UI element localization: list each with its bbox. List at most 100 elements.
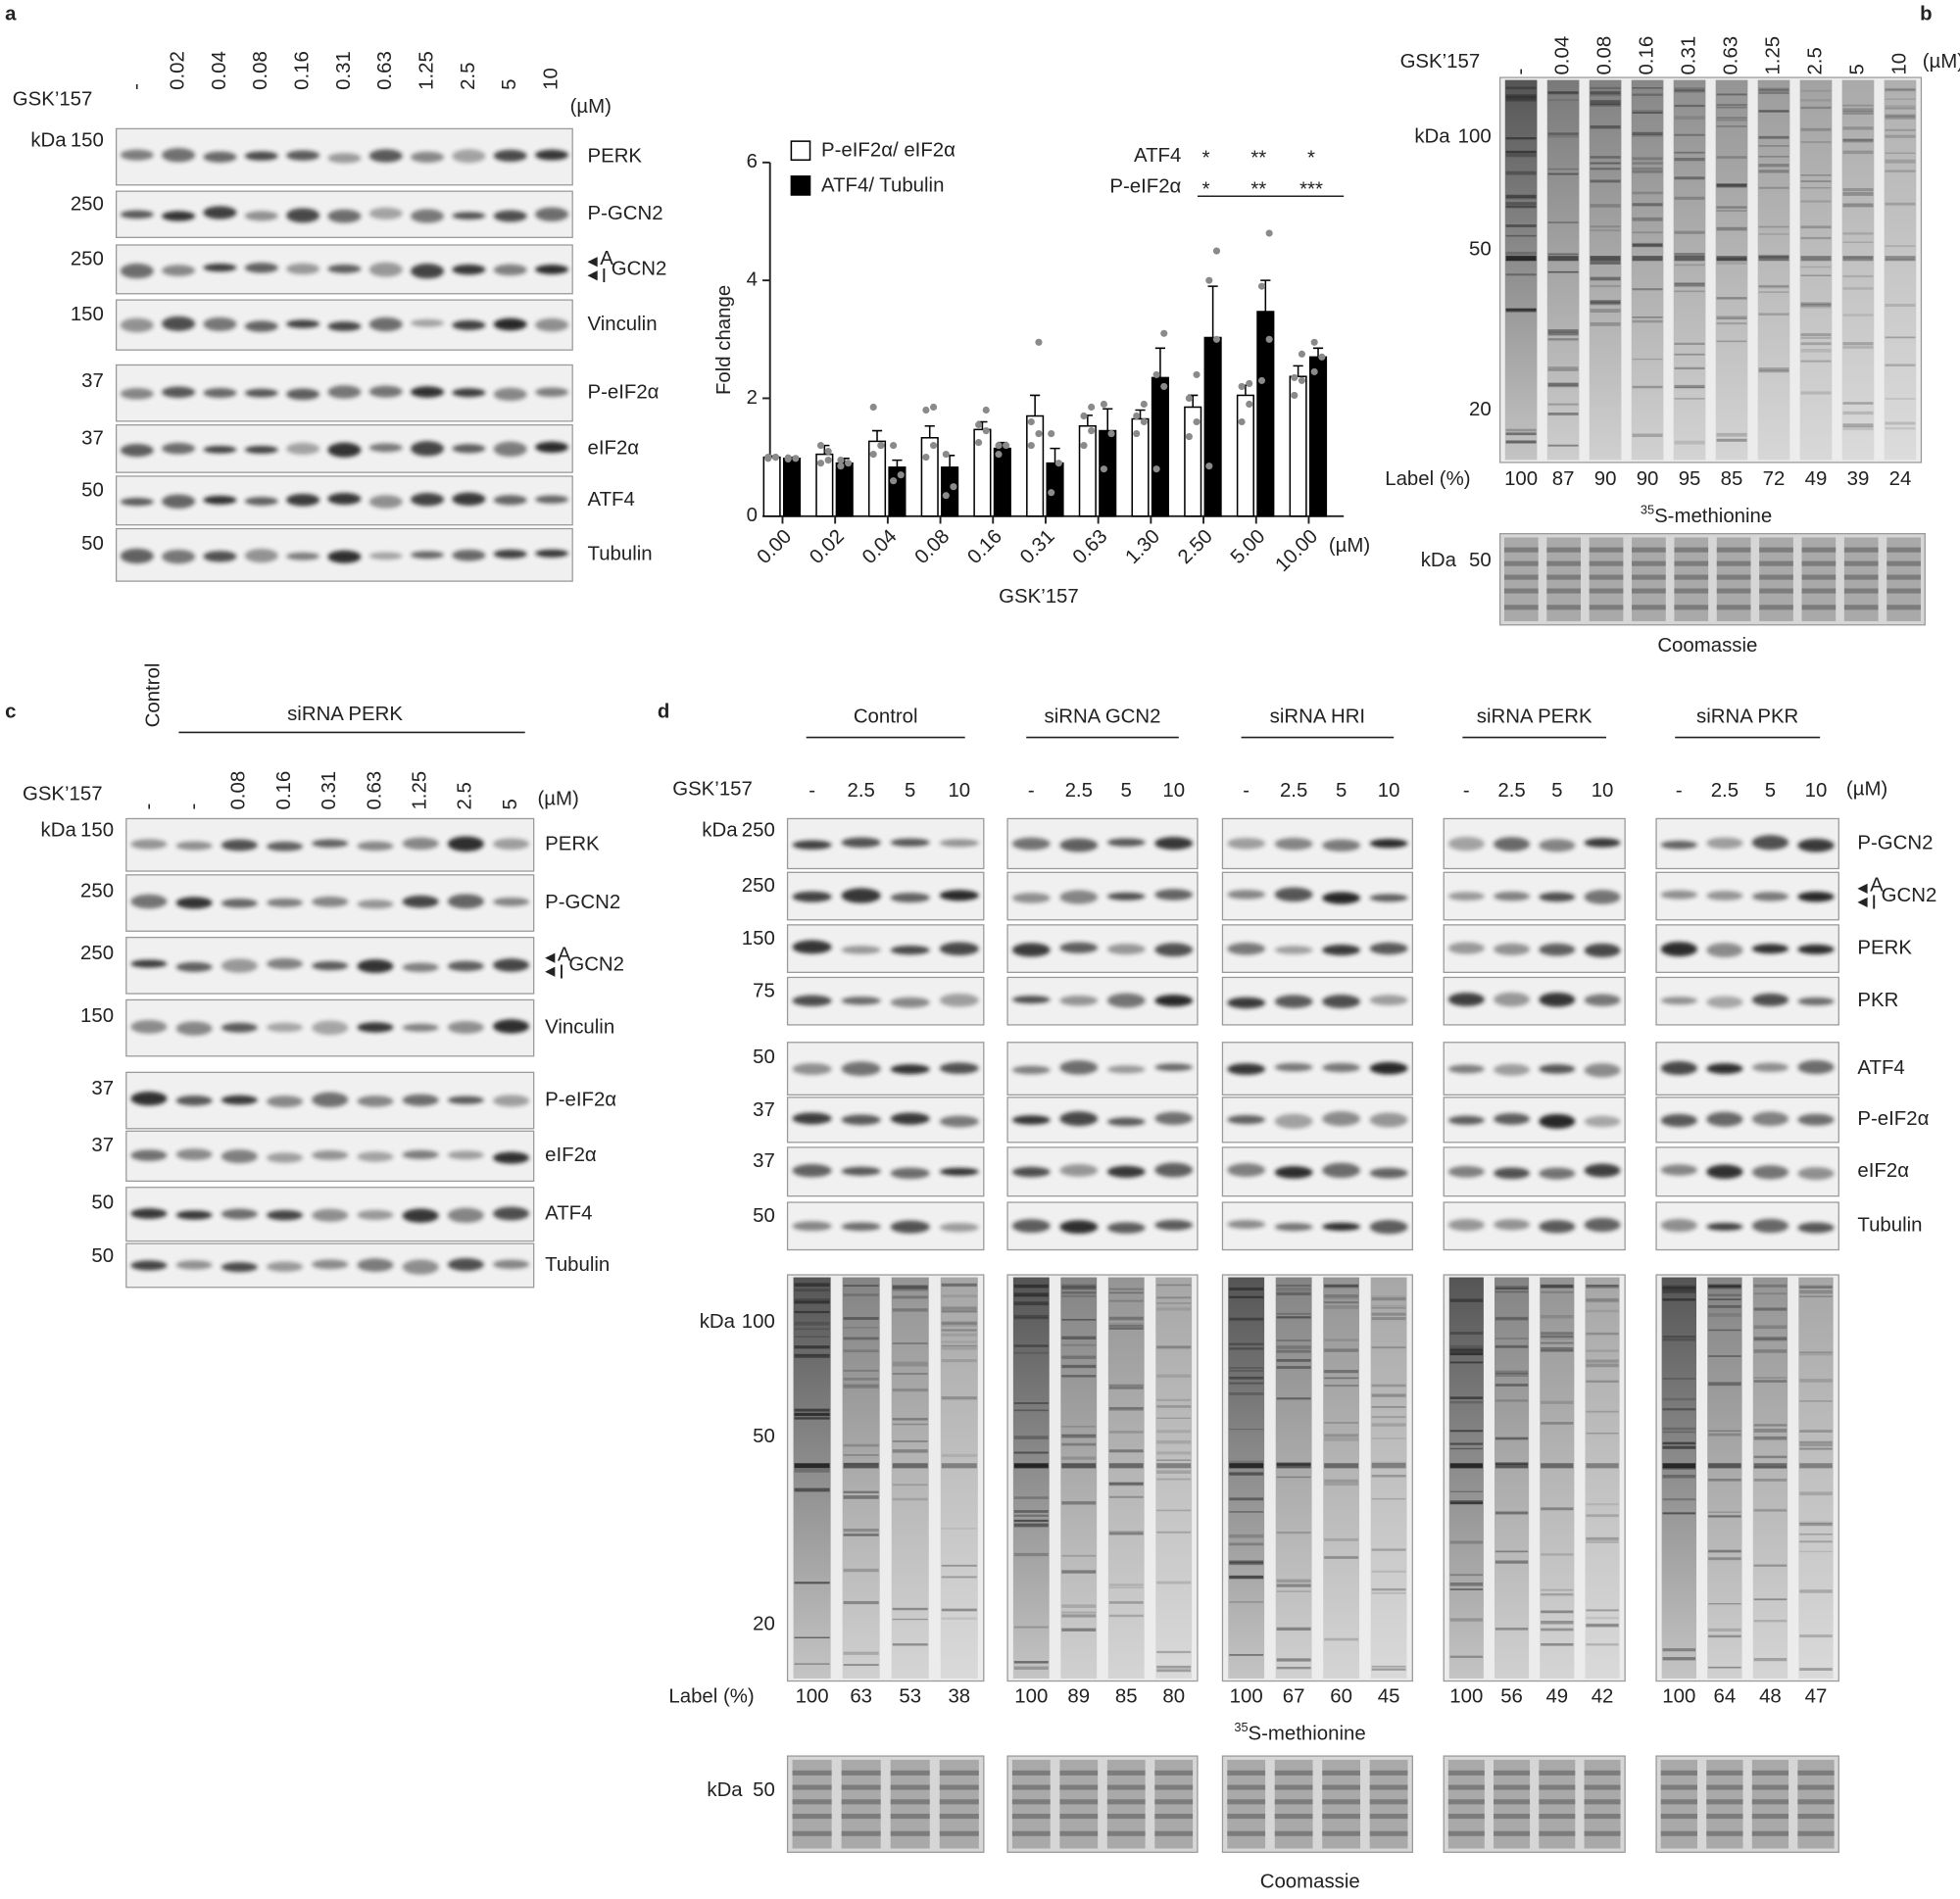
gel-lane: [1370, 1277, 1407, 1680]
stain-band: [1797, 1784, 1835, 1790]
data-point: [897, 471, 905, 479]
stain-band: [1706, 1770, 1743, 1776]
band: [1059, 890, 1099, 904]
marker: 37: [91, 1078, 114, 1099]
band: [1322, 839, 1361, 852]
panel-letter: b: [1920, 4, 1932, 25]
band: [368, 149, 403, 163]
stain-band: [1751, 1799, 1789, 1805]
data-point: [816, 460, 825, 467]
stain-band: [1797, 1830, 1835, 1836]
data-point: [1291, 391, 1298, 400]
data-point: [922, 406, 930, 414]
marker: 37: [753, 1099, 775, 1121]
band: [130, 839, 168, 850]
stain-band: [1716, 560, 1751, 566]
gel-lane: [1884, 79, 1917, 461]
band: [493, 897, 530, 906]
arrowhead: [545, 966, 556, 977]
error-bar: [1260, 279, 1271, 313]
stain-band: [1494, 1814, 1531, 1820]
stain-band: [841, 1784, 881, 1790]
stain-band: [1632, 560, 1666, 566]
form-label: I: [1871, 893, 1877, 914]
band: [1751, 1165, 1789, 1180]
marker: 50: [753, 1047, 775, 1068]
legend-swatch: [790, 175, 811, 196]
band: [1369, 839, 1408, 849]
stain-band: [841, 1830, 881, 1836]
stain-band: [1584, 1784, 1621, 1790]
marker: 20: [1469, 399, 1492, 420]
data-point: [1205, 463, 1213, 470]
label-value: 53: [899, 1686, 921, 1708]
band: [493, 441, 527, 457]
band: [792, 1112, 832, 1125]
band: [1584, 890, 1621, 904]
band: [220, 1022, 258, 1033]
group-title: Control: [854, 706, 918, 728]
error-bar: [1030, 394, 1041, 416]
band: [162, 265, 196, 276]
band: [402, 962, 439, 972]
band: [939, 942, 979, 955]
bar: [1256, 311, 1275, 517]
band: [1106, 1065, 1146, 1074]
data-point: [844, 460, 853, 467]
data-point: [1054, 460, 1062, 467]
data-point: [1140, 417, 1148, 426]
gel-lane: [1661, 1277, 1697, 1680]
band: [411, 264, 445, 279]
band: [220, 1208, 258, 1220]
band: [1059, 1164, 1099, 1177]
data-point: [1310, 367, 1318, 375]
band: [411, 493, 445, 507]
y-tick-label: 4: [747, 269, 758, 291]
stain-band: [1546, 588, 1582, 594]
stain-band: [841, 1814, 881, 1820]
legend-swatch: [790, 140, 811, 162]
data-point: [1193, 370, 1200, 378]
band: [1660, 1164, 1697, 1176]
band: [493, 264, 527, 276]
band: [1660, 942, 1697, 957]
band: [890, 838, 930, 847]
row-label: P-eIF2α: [545, 1089, 616, 1110]
dose-label: -: [137, 803, 159, 810]
data-point: [929, 403, 938, 412]
band: [1447, 1218, 1485, 1232]
radiolabel-superscript: 35: [1234, 1720, 1248, 1734]
band: [1274, 995, 1313, 1008]
form-label: A: [600, 248, 613, 269]
stain-band: [1546, 605, 1582, 610]
gel-lane: [842, 1277, 880, 1680]
stain-band: [890, 1814, 930, 1820]
band: [1154, 1111, 1194, 1125]
gel-lane: [1798, 1277, 1834, 1680]
stain-band: [1801, 605, 1837, 610]
stain-band: [1106, 1799, 1146, 1805]
stain-band: [1674, 560, 1709, 566]
data-point: [784, 454, 792, 462]
band: [1797, 1222, 1835, 1234]
band: [1011, 943, 1051, 957]
band: [1059, 1111, 1099, 1127]
data-point: [1048, 489, 1055, 497]
data-point: [1185, 432, 1193, 441]
data-point: [1246, 379, 1253, 387]
band: [357, 1151, 394, 1162]
band: [357, 1096, 394, 1107]
band: [286, 150, 320, 161]
stain-band: [1843, 588, 1879, 594]
dose-label: 10: [1805, 780, 1828, 802]
band: [162, 211, 196, 221]
band: [447, 1207, 484, 1223]
band: [312, 1208, 349, 1222]
dose-label: 2.5: [1711, 780, 1739, 802]
arrowhead: [587, 257, 598, 268]
band: [1797, 1113, 1835, 1126]
marker: 100: [1458, 126, 1492, 148]
band: [493, 317, 527, 331]
band: [120, 548, 154, 564]
legend-label: P-eIF2α/ eIF2α: [821, 140, 956, 162]
